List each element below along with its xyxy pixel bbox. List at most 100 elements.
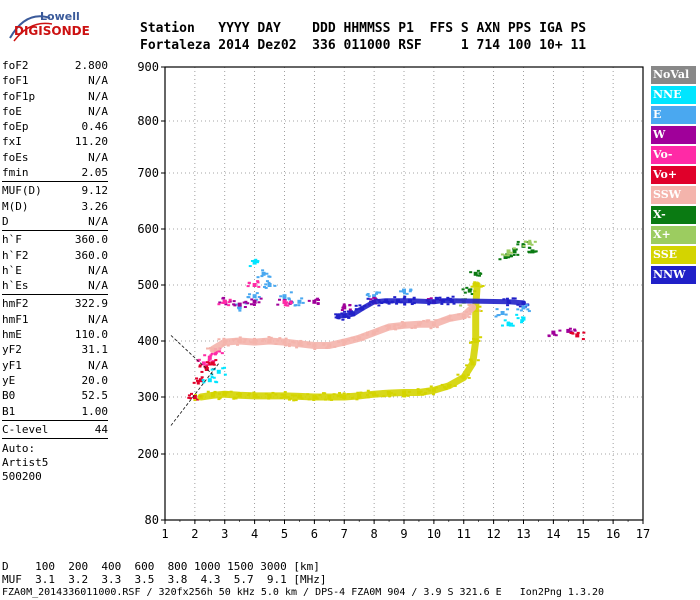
echo-dot-nnw (343, 311, 346, 313)
echo-dot-nnw (347, 310, 350, 312)
echo-dot-nne (501, 325, 504, 327)
echo-dot-vo (208, 364, 211, 366)
echo-dot-e (496, 308, 499, 310)
ionogram-chart: 1 2 3 4 5 6 7 8 9 10 11 12 13 14 15 16 17802003004005006… (0, 0, 700, 600)
echo-dot-e (528, 310, 531, 312)
echo-dot-ssw (206, 348, 209, 350)
echo-dot-vo (217, 303, 220, 305)
echo-dot-e (265, 287, 268, 289)
echo-point-vo (575, 333, 579, 337)
legend-item-nnw: NNW (651, 266, 696, 284)
echo-dot-x (498, 258, 501, 260)
echo-dot-e (505, 314, 508, 316)
echo-dot-x (513, 254, 516, 256)
echo-dot-nne (510, 323, 513, 325)
echo-dot-vo (577, 332, 580, 334)
legend-item-w: W (651, 126, 696, 144)
x-tick-label: 11 (457, 527, 471, 541)
echo-dot-x (501, 253, 504, 255)
echo-dot-vo (248, 282, 251, 284)
y-tick-label: 300 (137, 390, 159, 404)
echo-dot-x (464, 292, 467, 294)
echo-dot-w (349, 309, 352, 311)
echo-point-e (402, 289, 406, 293)
echo-dot-vo (197, 383, 200, 385)
echo-dot-vo (257, 286, 260, 288)
echo-dot-ssw (217, 338, 220, 340)
echo-dot-e (279, 295, 282, 297)
echo-dot-x (507, 252, 510, 254)
echo-dot-nnw (446, 303, 449, 305)
echo-point-e (297, 300, 301, 304)
echo-dot-sse (471, 286, 474, 288)
echo-dot-nnw (355, 305, 358, 307)
echo-dot-x (459, 304, 462, 306)
echo-dot-w (569, 328, 572, 330)
echo-dot-sse (479, 336, 482, 338)
echo-dot-w (276, 304, 279, 306)
echo-dot-w (343, 303, 346, 305)
echo-dot-e (525, 304, 528, 306)
echo-dot-w (341, 309, 344, 311)
echo-dot-e (366, 294, 369, 296)
echo-dot-e (267, 275, 270, 277)
x-tick-label: 13 (516, 527, 530, 541)
x-tick-label: 7 (341, 527, 348, 541)
echo-dot-w (244, 306, 247, 308)
echo-dot-e (256, 292, 259, 294)
echo-dot-x (527, 251, 530, 253)
echo-dot-nnw (341, 319, 344, 321)
echo-dot-nne (249, 265, 252, 267)
echo-dot-w (374, 297, 377, 299)
echo-dot-vo (205, 365, 208, 367)
echo-dot-nnw (377, 304, 380, 306)
echo-dot-sse (193, 399, 196, 401)
echo-dot-x (507, 254, 510, 256)
legend-item-noval: NoVal (651, 66, 696, 84)
echo-dot-e (294, 304, 297, 306)
echo-dot-nne (521, 320, 524, 322)
echo-dot-nne (507, 322, 510, 324)
echo-dot-w (317, 303, 320, 305)
echo-dot-x (513, 250, 516, 252)
echo-dot-nne (512, 325, 515, 327)
legend-item-ssw: SSW (651, 186, 696, 204)
echo-dot-w (253, 304, 256, 306)
y-tick-label: 500 (137, 278, 159, 292)
legend-item-vo-: Vo- (651, 146, 696, 164)
echo-dot-nnw (393, 296, 396, 298)
x-tick-label: 12 (486, 527, 500, 541)
echo-dot-x (516, 243, 519, 245)
footer-muf-row: MUF 3.1 3.2 3.3 3.5 3.8 4.3 5.7 9.1 [MHz… (2, 573, 327, 586)
echo-dot-nnw (358, 304, 361, 306)
echo-dot-e (290, 291, 293, 293)
echo-dot-nne (223, 367, 226, 369)
echo-dot-e (266, 280, 269, 282)
echo-dot-x (530, 244, 533, 246)
legend-item-sse: SSE (651, 246, 696, 264)
echo-dot-vo (213, 364, 216, 366)
echo-dot-e (287, 297, 290, 299)
echo-dot-e (297, 304, 300, 306)
echo-dot-w (552, 332, 555, 334)
legend-item-nne: NNE (651, 86, 696, 104)
echo-dot-nne (515, 314, 518, 316)
echo-dot-e (406, 293, 409, 295)
x-tick-label: 16 (606, 527, 620, 541)
echo-dot-w (317, 299, 320, 301)
echo-dot-e (520, 309, 523, 311)
echo-dot-w (548, 335, 551, 337)
legend-item-x-: X- (651, 206, 696, 224)
echo-dot-nnw (506, 304, 509, 306)
echo-dot-vo (203, 354, 206, 356)
y-tick-label: 700 (137, 166, 159, 180)
echo-dot-nnw (367, 298, 370, 300)
legend-item-x-: X+ (651, 226, 696, 244)
echo-dot-x (462, 288, 465, 290)
echo-dot-x (478, 272, 481, 274)
echo-dot-nne (517, 317, 520, 319)
echo-dot-vo (214, 359, 217, 361)
x-tick-label: 5 (281, 527, 288, 541)
echo-dot-vo (229, 299, 232, 301)
x-tick-label: 1 (161, 527, 168, 541)
